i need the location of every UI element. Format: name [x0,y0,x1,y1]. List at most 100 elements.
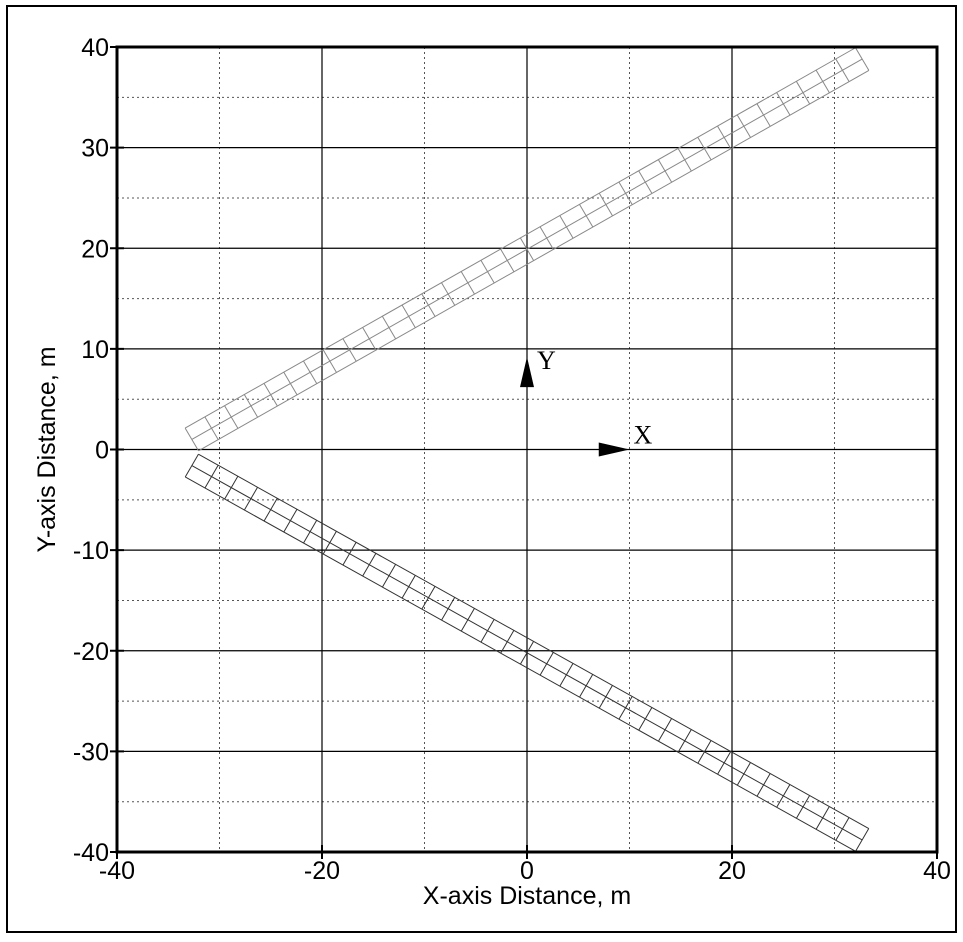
strip-mesh-divider [736,762,751,786]
strip-mesh-divider [362,553,377,577]
y-tick-label: 0 [95,437,109,465]
strip-mesh-divider [677,148,692,172]
x-tick-label: 40 [923,857,951,885]
strip-mesh-divider [736,114,751,138]
lower-strip [184,453,870,852]
y-tick-label: 40 [81,34,109,62]
strip-mesh-divider [243,487,258,511]
major-gridlines [116,46,938,853]
meshed-strips [184,47,870,852]
strip-mesh-divider [283,509,298,533]
y-tick-labels: -40 -30 -20 -10 0 10 20 30 40 [73,34,109,867]
y-tick-label: 30 [81,135,109,163]
axis-arrow-y: Y [520,346,556,388]
strip-mesh-divider [441,597,456,621]
y-tick-label: -30 [73,738,109,766]
strip-mesh-divider [677,729,692,753]
strip-mesh-divider [559,663,574,687]
strip-mesh-divider [362,327,377,351]
strip-mesh-divider [835,817,850,841]
strip-mesh-divider [579,204,594,228]
strip-mesh-divider [618,181,633,205]
strip-mesh-divider [263,498,278,522]
arrow-head [520,356,534,388]
axis-arrow-x: X [598,421,653,457]
strip-mesh-divider [224,475,239,500]
y-tick-label: -40 [73,839,109,867]
strip-mesh-divider [579,674,594,698]
strip-mesh-divider [598,192,613,217]
strip-mesh-divider [204,416,219,440]
axis-arrow-label: Y [537,346,556,375]
strip-mesh-divider [855,828,870,852]
y-tick-label: 10 [81,336,109,364]
strip-mesh-divider [717,751,732,775]
strip-mesh-divider [303,360,318,384]
strip-mesh-divider [460,608,475,632]
strip-mesh-divider [697,136,712,161]
x-tick-label: 0 [520,857,534,885]
strip-mesh-divider [342,338,357,362]
strip-mesh-divider [303,520,318,544]
strip-mesh-divider [795,81,811,105]
strip-mesh-divider [421,293,436,317]
strip-mesh-divider [815,69,830,94]
strip-mesh-divider [717,125,732,149]
strip-mesh-divider [401,575,416,599]
strip-mesh-divider [500,630,515,654]
strip-mesh-divider [480,260,495,284]
strip-mesh-divider [638,707,653,731]
strip-mesh-divider [598,685,613,709]
strip-mesh-divider [539,226,554,250]
strip-mesh-divider [796,795,811,819]
strip-mesh-divider [224,405,239,429]
strip-mesh-divider [263,383,278,407]
strip-mesh-divider [243,394,259,418]
strip-mesh-divider [283,371,298,396]
strip-mesh-divider [480,619,495,643]
strip-mesh-divider [776,92,791,116]
strip-mesh-divider [519,237,535,261]
strip-mesh-divider [539,652,554,676]
strip-mesh-divider [756,103,771,127]
strip-mesh-divider [638,170,653,194]
chart-frame [6,5,957,933]
strip-mesh-divider [618,696,633,720]
strip-mesh-divider [519,641,535,665]
x-tick-label: 20 [718,857,746,885]
y-axis-title: Y-axis Distance, m [33,346,61,552]
strip-mesh-divider [776,784,791,808]
strip-mesh-divider [460,271,475,295]
strip-mesh-divider [322,349,337,373]
axis-arrows: YX [520,346,653,457]
x-axis-title: X-axis Distance, m [423,882,631,910]
strip-mesh-divider [657,159,673,183]
x-tick-label: -20 [304,857,340,885]
strip-mesh-divider [835,58,850,82]
y-tick-label: 20 [81,235,109,263]
strip-mesh-divider [697,740,712,764]
strip-mesh-divider [342,542,357,566]
strip-mesh-divider [184,453,199,478]
tick-marks [110,46,938,859]
strip-mesh-divider [756,773,771,797]
strip-mesh-divider [815,806,830,830]
strip-mesh-divider [657,718,673,742]
x-tick-label: -40 [99,857,135,885]
strip-mesh-divider [381,564,397,588]
arrow-head [598,442,630,457]
strip-mesh-divider [204,464,219,489]
strip-mesh-divider [322,531,337,555]
strip-mesh-divider [559,215,574,239]
y-tick-label: -20 [73,638,109,666]
axis-arrow-label: X [634,421,653,450]
upper-strip [184,47,870,452]
strip-mesh-divider [184,427,199,452]
strip-mesh-divider [381,315,397,340]
strip-mesh-divider [855,47,870,71]
strip-mesh-divider [500,248,515,273]
strip-mesh-divider [421,586,436,610]
y-tick-label: -10 [73,537,109,565]
strip-mesh-divider [401,304,416,328]
